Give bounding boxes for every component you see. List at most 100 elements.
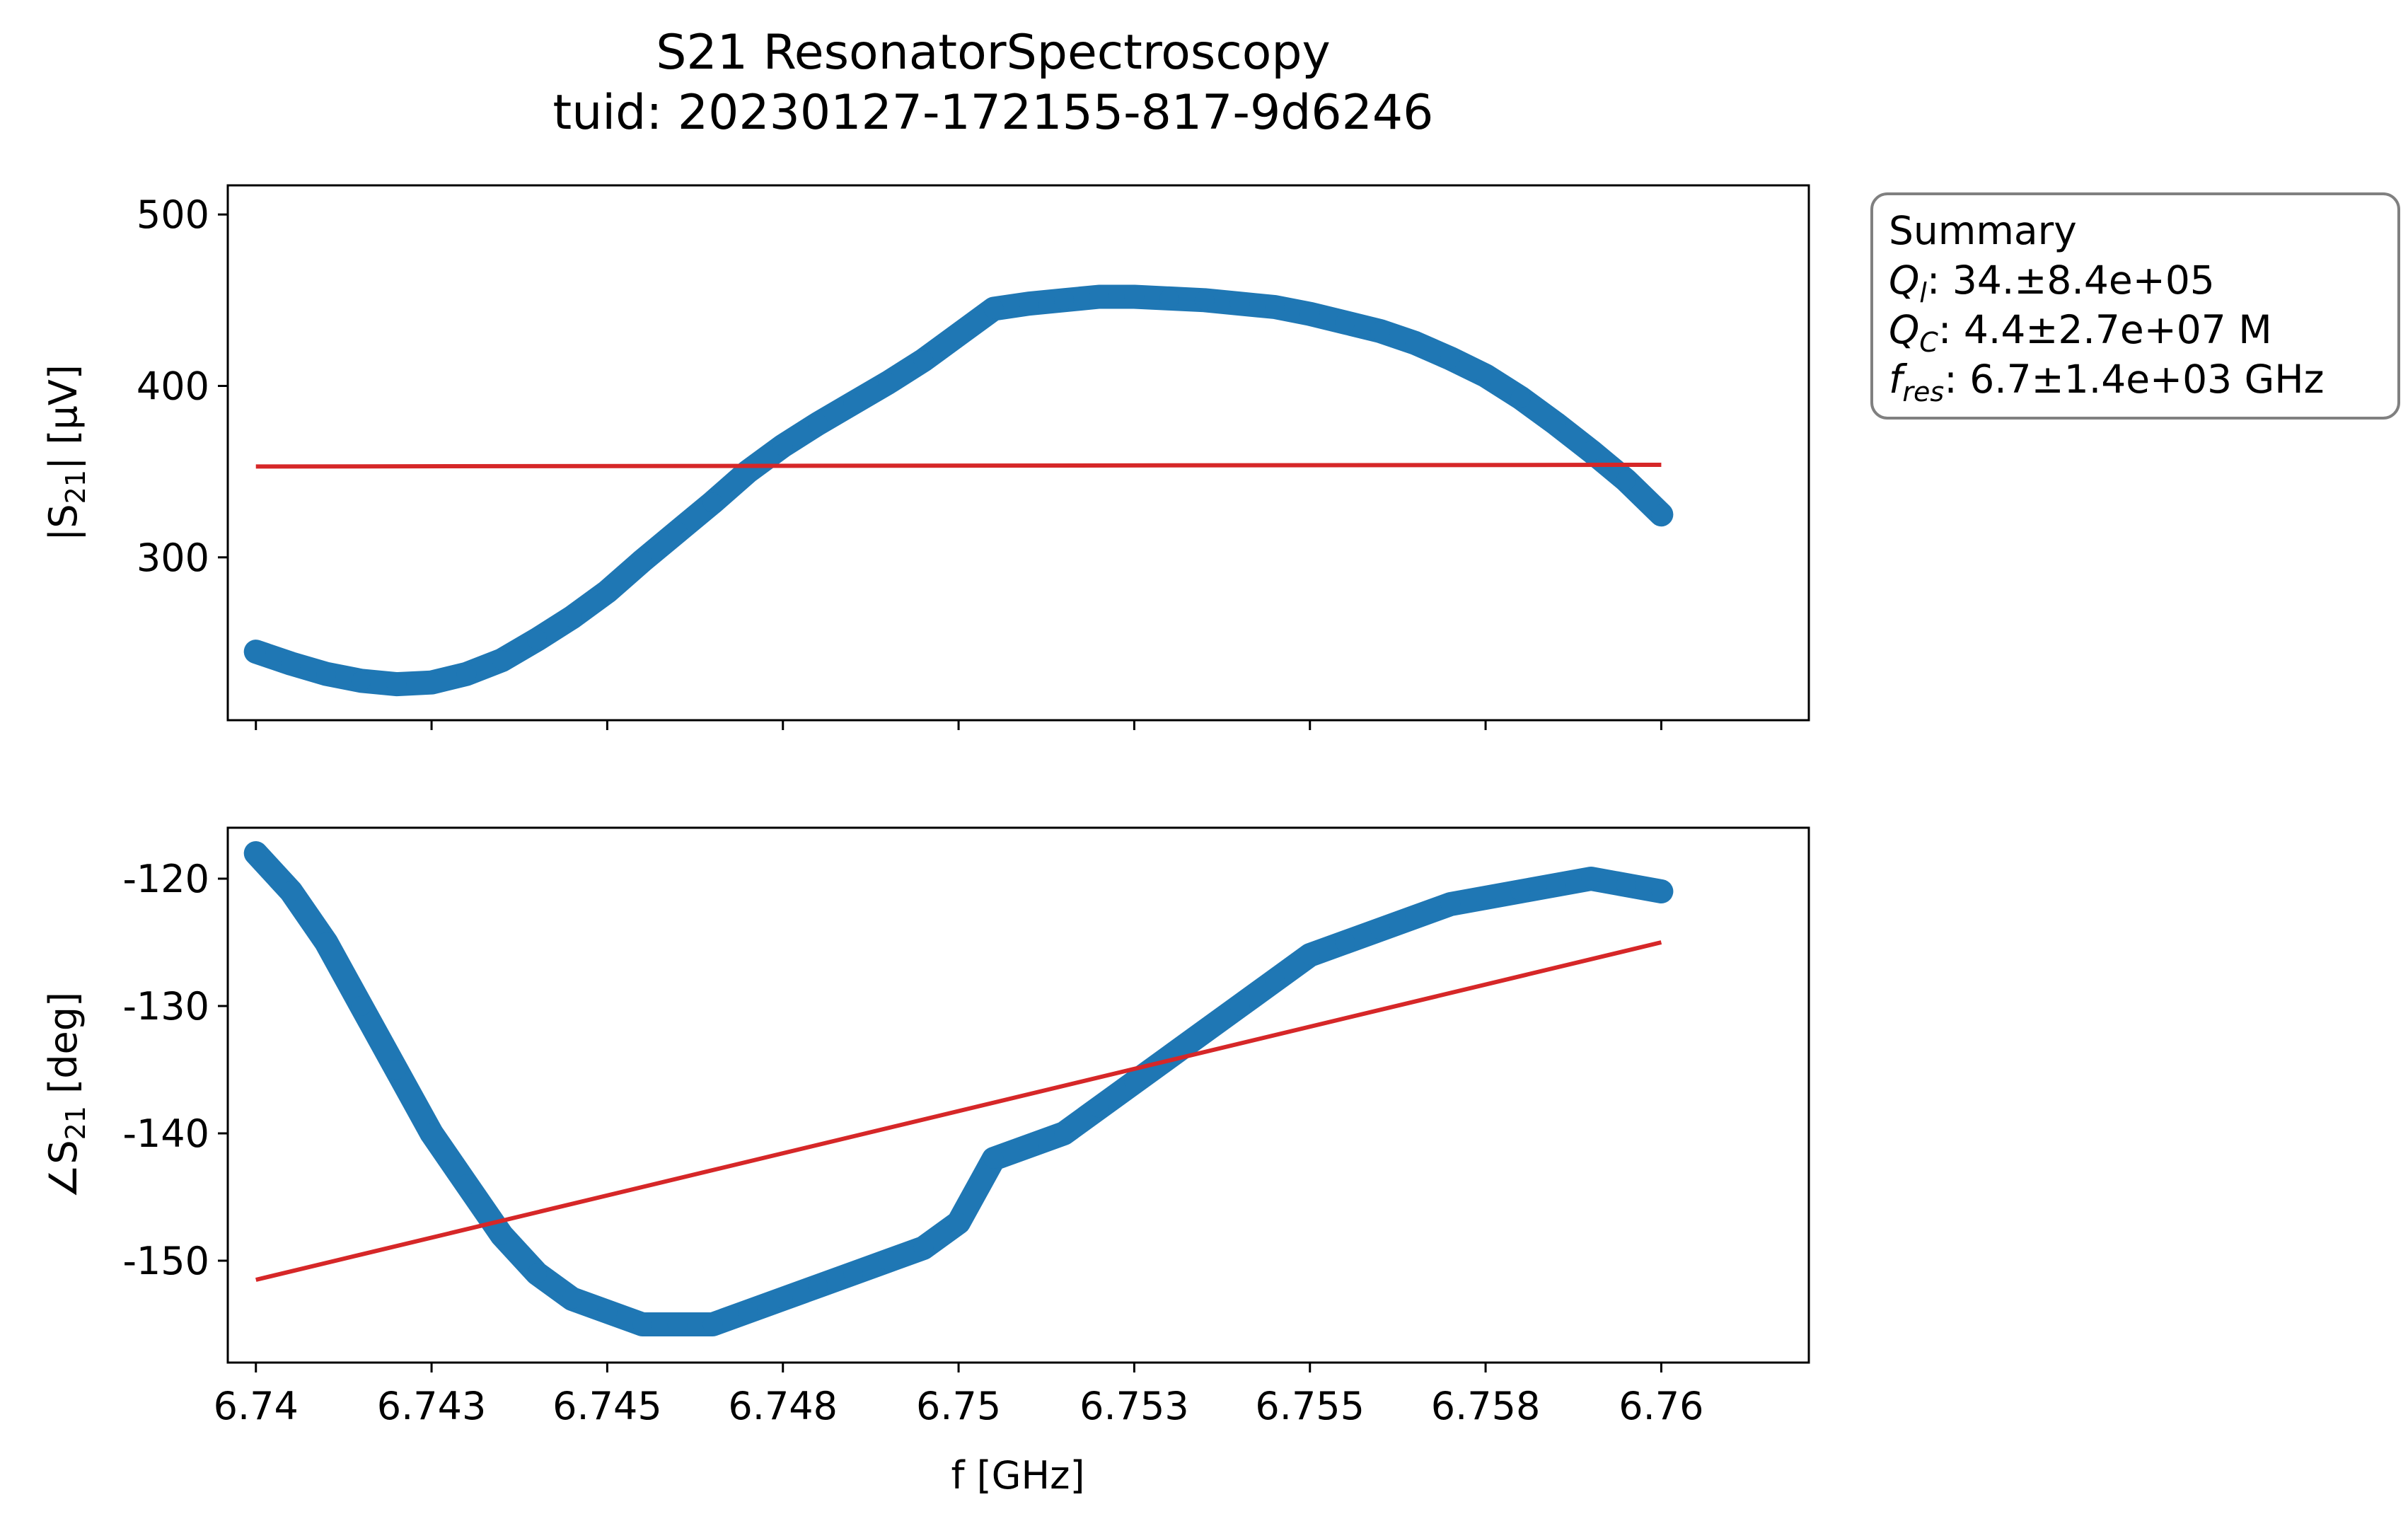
chart-title: S21 ResonatorSpectroscopy	[656, 25, 1330, 81]
summary-qc: QC: 4.4±2.7e+07 M	[1889, 307, 2272, 358]
phase-x-ticks: 6.74 6.743 6.745 6.748 6.75 6.753 6.755 6.758 6.…	[214, 1363, 1704, 1428]
magnitude-data-point	[1546, 413, 1566, 434]
chart-subtitle: tuid: 20230127-172155-817-9d6246	[553, 85, 1434, 141]
phase-data-point	[1370, 920, 1391, 940]
magnitude-data-point	[1581, 441, 1602, 461]
magnitude-data-point	[422, 672, 442, 693]
magnitude-data-point	[456, 664, 477, 684]
phase-data-point	[1405, 907, 1425, 927]
magnitude-data-point	[351, 671, 371, 691]
phase-data-point	[281, 882, 301, 901]
phase-data-point	[316, 932, 337, 952]
phase-data-point	[1299, 945, 1320, 965]
phase-x-tick-label: 6.75	[916, 1384, 1001, 1428]
phase-y-axis-label: ∠S21 [deg]	[41, 992, 91, 1198]
phase-data-point	[949, 1213, 969, 1232]
magnitude-data-point	[1299, 304, 1320, 324]
magnitude-fit-line	[255, 462, 1662, 469]
magnitude-data-point	[1229, 294, 1250, 314]
magnitude-data-point	[808, 413, 828, 434]
phase-data-point	[843, 1264, 864, 1283]
magnitude-y-ticks: 300 400 500	[137, 192, 228, 580]
magnitude-data-point	[949, 324, 969, 345]
phase-data-point	[1510, 882, 1531, 901]
phase-data-point	[1229, 996, 1250, 1016]
summary-ql: Ql: 34.±8.4e+05	[1889, 258, 2215, 308]
phase-data-point	[738, 1302, 758, 1322]
magnitude-data-point	[1335, 312, 1355, 333]
magnitude-data-point	[1616, 470, 1636, 490]
phase-data-point	[1581, 869, 1602, 889]
magnitude-data-point	[1440, 348, 1461, 369]
magnitude-data-point	[281, 654, 301, 674]
magnitude-y-tick-label: 400	[137, 364, 209, 409]
magnitude-data-point	[1405, 333, 1425, 353]
phase-data-point	[245, 843, 266, 863]
magnitude-data-point	[913, 350, 934, 371]
phase-y-tick-label: -130	[122, 984, 209, 1029]
magnitude-data-point	[878, 372, 898, 393]
summary-fres: fres: 6.7±1.4e+03 GHz	[1889, 357, 2324, 407]
phase-y-tick-label: -140	[122, 1111, 209, 1156]
magnitude-data-point	[843, 393, 864, 413]
phase-data-point	[1019, 1136, 1039, 1156]
magnitude-data-point	[1124, 287, 1145, 307]
phase-data-point	[632, 1314, 653, 1334]
phase-data-point	[1651, 882, 1672, 901]
phase-data-point	[1546, 875, 1566, 895]
phase-data-point	[1054, 1123, 1075, 1143]
magnitude-y-axis-label: |S21| [µV]	[41, 364, 91, 541]
magnitude-data-point	[1089, 287, 1109, 307]
phase-data-point	[913, 1238, 934, 1258]
phase-data-point	[386, 1060, 407, 1080]
magnitude-data-point	[386, 674, 407, 695]
phase-data-point	[1335, 932, 1355, 952]
phase-data-point	[597, 1302, 618, 1322]
magnitude-data-point	[1019, 294, 1039, 314]
magnitude-data-point	[632, 550, 653, 571]
phase-x-tick-label: 6.753	[1079, 1384, 1189, 1428]
phase-fit-line-segment	[255, 940, 1662, 1282]
magnitude-axes-frame	[226, 184, 1810, 722]
magnitude-data-point	[1265, 297, 1285, 317]
phase-data-point	[1194, 1022, 1215, 1041]
magnitude-data-point	[983, 299, 1004, 319]
magnitude-data-point	[1476, 366, 1496, 386]
phase-panel: -150 -140 -130 -120 6.74 6.743 6.745 6.748 6.75…	[41, 826, 1810, 1498]
phase-x-tick-label: 6.74	[214, 1384, 299, 1428]
phase-data-point	[878, 1251, 898, 1271]
phase-data-point	[1616, 875, 1636, 895]
phase-data-point	[983, 1149, 1004, 1169]
magnitude-data-point	[667, 521, 688, 542]
magnitude-data-point	[597, 582, 618, 602]
phase-data-point	[351, 996, 371, 1016]
phase-data-points	[243, 841, 1674, 1336]
magnitude-data-point	[1370, 321, 1391, 341]
summary-box-frame	[1870, 192, 2400, 420]
phase-x-tick-label: 6.748	[728, 1384, 838, 1428]
phase-x-tick-label: 6.743	[377, 1384, 487, 1428]
magnitude-data-point	[492, 650, 512, 671]
magnitude-x-ticks	[255, 720, 1662, 730]
magnitude-data-point	[245, 642, 266, 662]
magnitude-data-point	[1194, 290, 1215, 311]
magnitude-data-point	[772, 436, 793, 456]
phase-data-point	[422, 1123, 442, 1143]
phase-x-tick-label: 6.76	[1619, 1384, 1703, 1428]
phase-data-point	[492, 1225, 512, 1245]
phase-data-point	[667, 1314, 688, 1334]
magnitude-data-point	[1651, 504, 1672, 525]
magnitude-data-point	[316, 664, 337, 684]
phase-data-point	[1440, 894, 1461, 914]
magnitude-data-point	[702, 492, 723, 513]
phase-x-tick-label: 6.745	[552, 1384, 662, 1428]
magnitude-y-tick-label: 300	[137, 536, 209, 580]
phase-data-point	[456, 1174, 477, 1194]
phase-data-point	[702, 1314, 723, 1334]
phase-y-tick-label: -150	[122, 1239, 209, 1283]
phase-data-point	[1265, 971, 1285, 990]
magnitude-panel: 300 400 500 |S21| [µV]	[41, 184, 1810, 730]
magnitude-data-point	[1159, 288, 1180, 308]
phase-data-point	[527, 1264, 548, 1283]
